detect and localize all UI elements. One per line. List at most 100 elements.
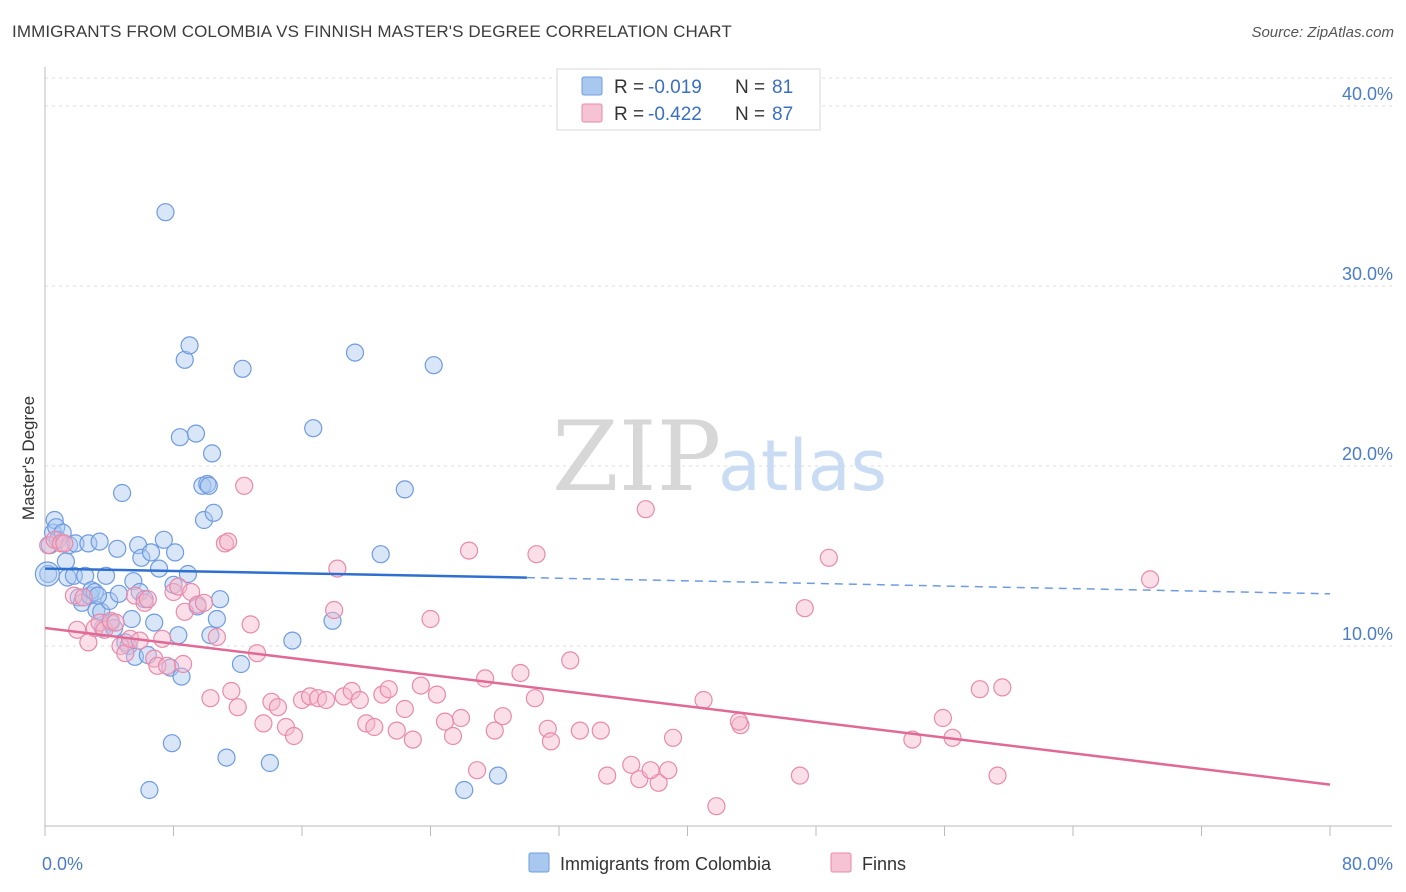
point-finns-76 xyxy=(591,721,610,740)
bottom-legend-swatch-colombia xyxy=(528,852,550,873)
legend-n-label-1: N = xyxy=(735,77,765,98)
point-finns-70 xyxy=(511,663,530,683)
point-colombia-77 xyxy=(455,780,474,800)
point-finns-69 xyxy=(493,707,512,726)
point-finns-57 xyxy=(395,699,414,719)
point-colombia-51 xyxy=(170,428,190,447)
point-colombia-45 xyxy=(156,203,175,222)
trend-lines xyxy=(44,567,1331,786)
point-finns-51 xyxy=(350,690,369,710)
point-colombia-66 xyxy=(217,748,236,767)
point-finns-95 xyxy=(795,599,814,618)
legend-swatch-finns xyxy=(581,103,603,123)
point-finns-79 xyxy=(636,500,655,519)
point-colombia-32 xyxy=(122,609,141,629)
point-finns-30 xyxy=(201,689,220,708)
point-finns-33 xyxy=(222,681,241,701)
point-finns-78 xyxy=(622,755,641,774)
point-colombia-large xyxy=(34,561,61,587)
point-colombia-78 xyxy=(488,766,508,785)
point-finns-66 xyxy=(467,761,487,780)
point-colombia-47 xyxy=(162,734,181,753)
series-legend: Immigrants from Colombia Finns xyxy=(528,852,906,874)
legend-n-label-2: N = xyxy=(735,104,765,125)
point-finns-53 xyxy=(365,717,384,737)
point-finns-31 xyxy=(207,627,226,647)
point-colombia-56 xyxy=(186,424,206,443)
point-colombia-37 xyxy=(132,548,151,567)
point-finns-40 xyxy=(268,698,288,717)
point-finns-19 xyxy=(138,590,157,609)
watermark: ZIP atlas xyxy=(552,401,887,513)
point-finns-92 xyxy=(663,728,683,747)
point-colombia-43 xyxy=(149,559,169,578)
point-colombia-29 xyxy=(112,483,132,503)
watermark-zip: ZIP xyxy=(552,401,721,513)
point-colombia-49 xyxy=(166,543,185,562)
y-tick-label-40: 40.0% xyxy=(1342,84,1393,104)
point-colombia-40 xyxy=(140,780,159,800)
point-finns-61 xyxy=(427,685,447,704)
point-finns-77 xyxy=(598,766,617,785)
point-colombia-75 xyxy=(395,480,414,499)
correlation-legend: R = -0.019 N = 81 R = -0.422 N = 87 xyxy=(556,68,821,131)
point-finns-14 xyxy=(116,644,135,663)
point-finns-98 xyxy=(970,680,989,699)
point-finns-6 xyxy=(74,588,93,607)
point-colombia-28 xyxy=(109,584,128,603)
point-finns-75 xyxy=(570,721,589,740)
point-finns-101 xyxy=(1140,570,1160,589)
legend-n-value-1: 81 xyxy=(772,77,793,98)
point-finns-63 xyxy=(443,726,463,746)
point-colombia-24 xyxy=(100,591,119,611)
legend-r-label-1: R = xyxy=(614,77,644,98)
point-finns-28 xyxy=(188,595,207,614)
y-tick-label-20: 20.0% xyxy=(1342,444,1393,464)
bottom-legend-swatch-finns xyxy=(830,852,852,873)
point-colombia-61 xyxy=(201,626,220,645)
legend-swatch-colombia xyxy=(581,76,603,96)
point-finns-47 xyxy=(325,600,344,620)
point-finns-58 xyxy=(403,730,422,749)
point-finns-22 xyxy=(153,629,172,648)
y-axis-title: Master's Degree xyxy=(19,396,38,520)
point-finns-21 xyxy=(148,656,167,675)
axes xyxy=(44,67,1392,836)
point-finns-74 xyxy=(561,651,580,670)
point-colombia-79 xyxy=(199,476,218,495)
point-finns-23 xyxy=(157,656,177,675)
point-colombia-65 xyxy=(210,590,230,609)
point-colombia-55 xyxy=(180,336,199,355)
point-colombia-76 xyxy=(424,356,443,375)
point-finns-36 xyxy=(241,615,260,634)
watermark-atlas: atlas xyxy=(718,425,887,507)
trend-colombia-dashed xyxy=(526,576,1331,595)
point-finns-89 xyxy=(527,545,546,564)
point-finns-56 xyxy=(387,721,406,740)
point-colombia-73 xyxy=(345,343,365,362)
legend-r-label-2: R = xyxy=(614,104,644,125)
point-colombia-71 xyxy=(304,419,323,438)
source-label: Source: ZipAtlas.com xyxy=(1251,24,1394,41)
point-colombia-41 xyxy=(141,543,161,562)
trend-colombia-solid xyxy=(44,567,527,579)
point-finns-65 xyxy=(459,541,479,560)
point-finns-67 xyxy=(476,669,495,688)
point-finns-32 xyxy=(215,534,234,553)
point-colombia-70 xyxy=(283,631,302,650)
point-finns-68 xyxy=(485,721,504,740)
bottom-legend-label-finns: Finns xyxy=(862,854,906,874)
point-finns-24 xyxy=(164,582,183,602)
point-colombia-27 xyxy=(108,539,127,558)
point-colombia-67 xyxy=(231,654,251,674)
point-colombia-64 xyxy=(207,609,226,629)
legend-n-value-2: 87 xyxy=(772,104,793,125)
point-colombia-20 xyxy=(90,532,109,551)
point-colombia-33 xyxy=(124,572,143,591)
point-colombia-54 xyxy=(178,564,198,584)
point-colombia-23 xyxy=(96,566,116,585)
y-tick-label-30: 30.0% xyxy=(1342,264,1393,284)
point-finns-64 xyxy=(451,708,471,728)
point-colombia-80 xyxy=(88,586,108,605)
